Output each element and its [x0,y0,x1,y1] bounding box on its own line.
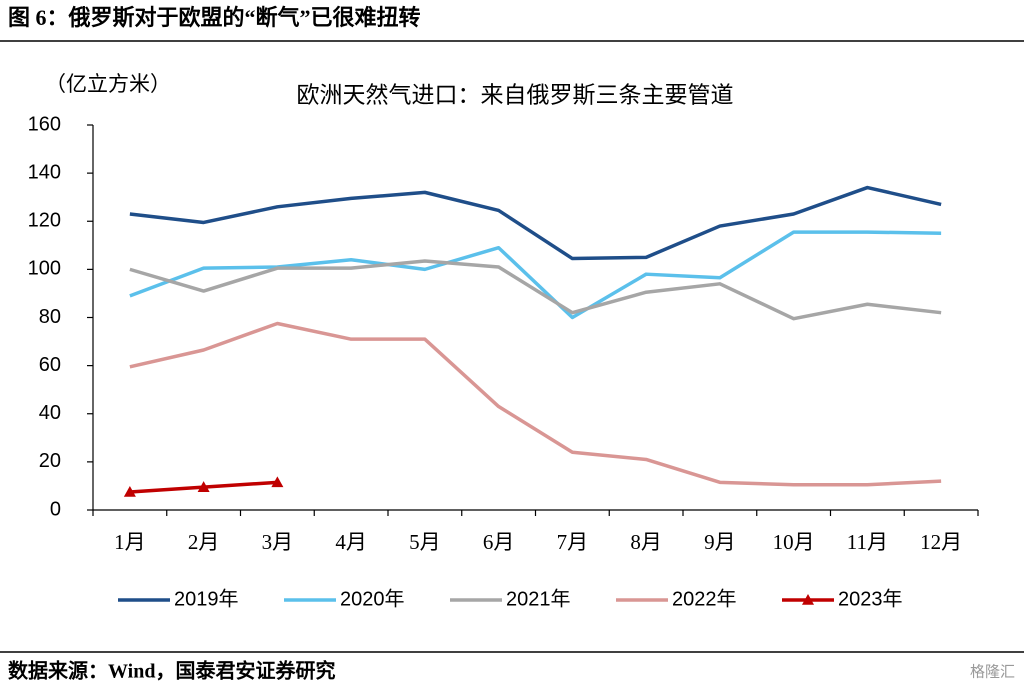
y-tick-label: 20 [39,450,61,472]
source-note: 数据来源：Wind，国泰君安证券研究 [8,659,335,683]
x-tick-label: 2月 [188,530,220,554]
y-tick-label: 140 [28,161,61,183]
legend-marker [802,594,814,605]
x-tick-label: 11月 [847,530,888,554]
legend-label: 2021年 [506,587,571,610]
x-tick-label: 9月 [704,530,736,554]
figure-title: 图 6：俄罗斯对于欧盟的“断气”已很难扭转 [8,5,421,30]
series-line [129,321,942,487]
x-tick-label: 12月 [920,530,962,554]
series-line [129,259,942,321]
y-tick-label: 160 [28,113,61,135]
x-tick-label: 3月 [262,530,294,554]
legend-label: 2023年 [838,587,903,610]
y-tick-label: 120 [28,210,61,232]
x-tick-label: 7月 [557,530,589,554]
x-tick-label: 8月 [630,530,662,554]
chart-title: 欧洲天然气进口：来自俄罗斯三条主要管道 [297,82,734,107]
legend-label: 2020年 [340,587,405,610]
y-tick-label: 40 [39,402,61,424]
series-marker [197,481,210,492]
series-line [129,185,942,261]
y-tick-label: 0 [50,498,61,520]
series-line [129,230,942,320]
x-tick-label: 6月 [483,530,515,554]
y-axis-label: （亿立方米） [45,72,171,96]
x-tick-label: 1月 [114,530,146,554]
y-tick-label: 60 [39,354,61,376]
legend-label: 2019年 [174,587,239,610]
series-marker [271,476,284,488]
series-marker [123,485,136,497]
x-tick-label: 5月 [409,530,441,554]
y-tick-label: 100 [28,258,61,280]
legend-label: 2022年 [672,587,737,610]
watermark: 格隆汇 [970,663,1015,680]
x-tick-label: 4月 [335,530,367,554]
x-tick-label: 10月 [773,530,815,554]
y-tick-label: 80 [39,306,61,328]
